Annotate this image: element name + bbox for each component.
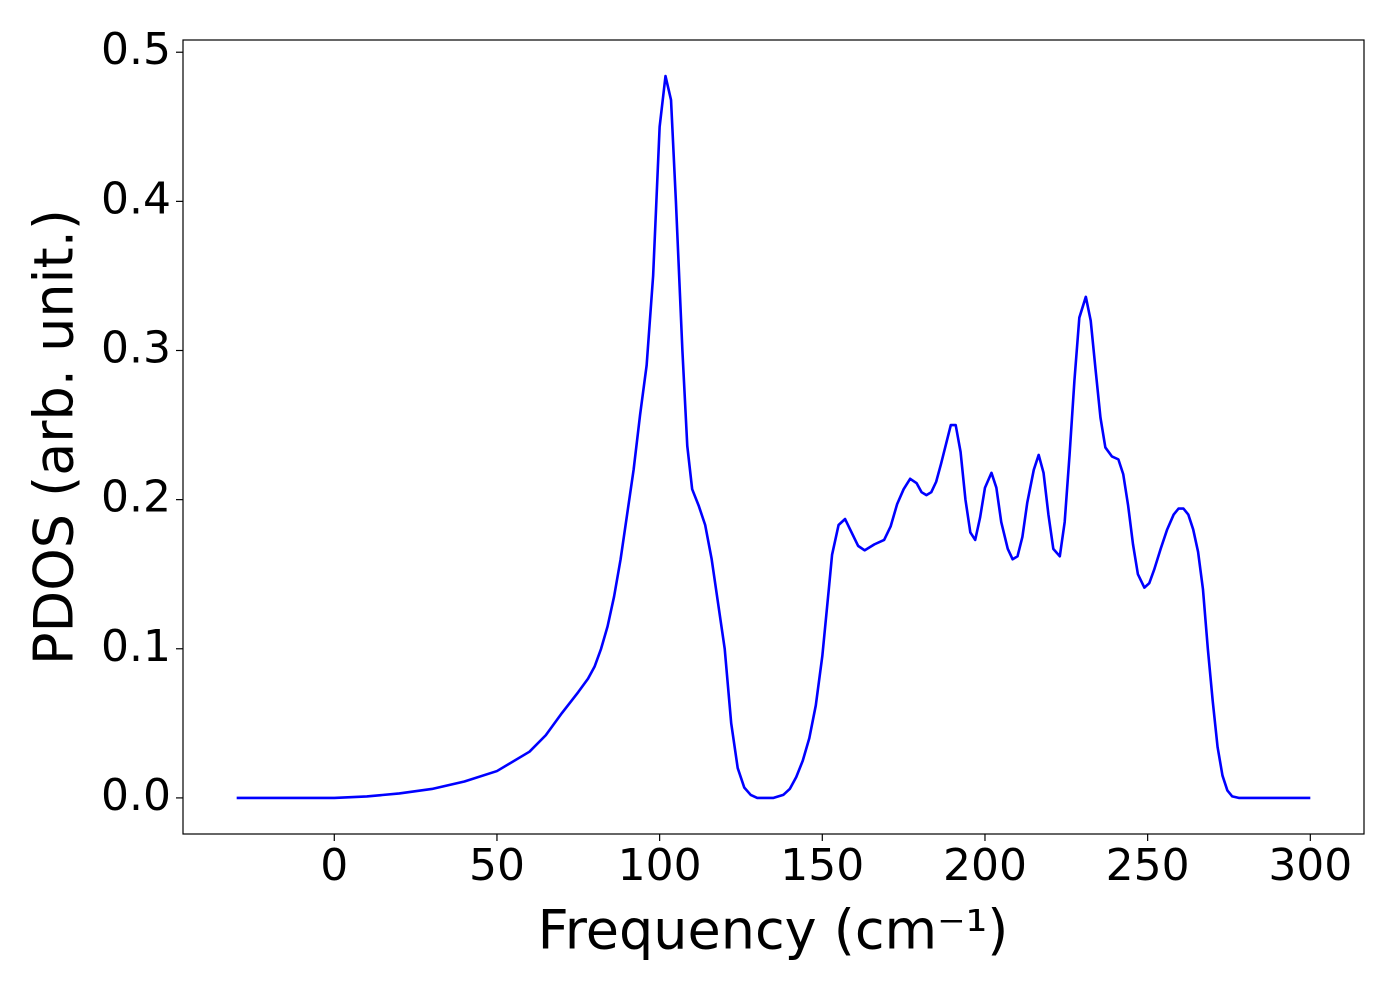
y-axis-label: PDOS (arb. unit.) <box>23 209 86 665</box>
x-axis-label: Frequency (cm⁻¹) <box>538 899 1009 962</box>
y-tick-label: 0.4 <box>101 173 171 224</box>
y-tick-label: 0.0 <box>101 770 171 821</box>
y-tick-label: 0.5 <box>101 24 171 75</box>
y-tick-label: 0.2 <box>101 472 171 523</box>
x-tick-label: 100 <box>618 840 702 891</box>
x-tick-label: 50 <box>469 840 525 891</box>
data-line <box>236 74 1311 800</box>
y-tick-label: 0.1 <box>101 621 171 672</box>
x-tick-label: 250 <box>1106 840 1190 891</box>
plot-frame <box>182 39 1365 835</box>
x-tick-label: 200 <box>943 840 1027 891</box>
x-tick-label: 150 <box>780 840 864 891</box>
x-tick-label: 300 <box>1268 840 1352 891</box>
y-tick-label: 0.3 <box>101 323 171 374</box>
x-tick-label: 0 <box>320 840 348 891</box>
